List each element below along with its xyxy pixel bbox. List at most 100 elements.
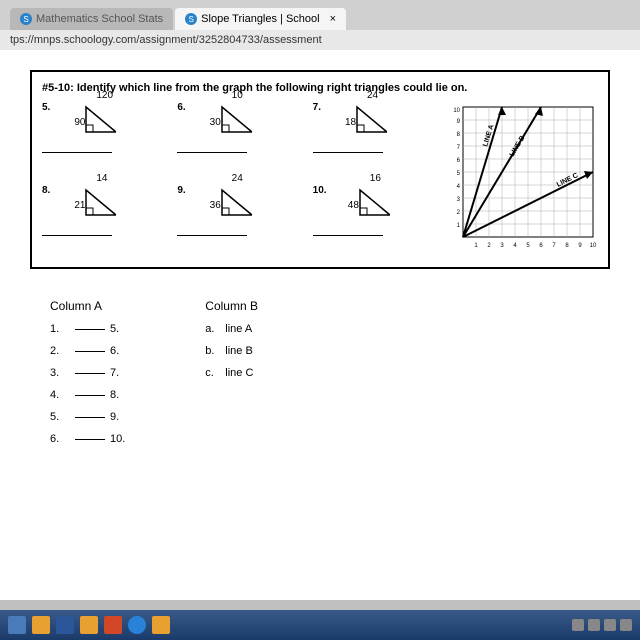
answer-line[interactable] xyxy=(177,152,247,153)
problem-10: 10. 16 48 xyxy=(313,185,433,258)
tri-left: 21 xyxy=(74,200,85,211)
blank-input[interactable] xyxy=(75,373,105,374)
folder-icon[interactable] xyxy=(32,616,50,634)
tri-top: 10 xyxy=(232,90,243,101)
svg-text:1: 1 xyxy=(457,223,461,229)
blank-input[interactable] xyxy=(75,417,105,418)
tray-icon[interactable] xyxy=(572,619,584,631)
system-tray xyxy=(572,619,632,631)
answer-line[interactable] xyxy=(42,235,112,236)
problem-7: 7. 24 18 xyxy=(313,102,433,175)
svg-text:3: 3 xyxy=(457,197,461,203)
tri-left: 36 xyxy=(210,200,221,211)
tri-left: 48 xyxy=(348,200,359,211)
problem-num: 10. xyxy=(313,185,327,228)
match-row: 4.8. xyxy=(50,389,125,401)
tri-top: 16 xyxy=(370,173,381,184)
match-row: 3.7. xyxy=(50,367,125,379)
problem-box: #5-10: Identify which line from the grap… xyxy=(30,70,610,269)
svg-text:8: 8 xyxy=(457,132,461,138)
svg-text:9: 9 xyxy=(457,119,461,125)
svg-text:1: 1 xyxy=(474,243,478,249)
answer-line[interactable] xyxy=(42,152,112,153)
problem-num: 5. xyxy=(42,102,50,145)
tri-top: 120 xyxy=(96,90,113,101)
svg-text:7: 7 xyxy=(552,243,556,249)
page-content: #5-10: Identify which line from the grap… xyxy=(0,50,640,600)
coordinate-graph: LINE A LINE B LINE C 12345678910 1234567… xyxy=(448,102,598,252)
tri-top: 14 xyxy=(96,173,107,184)
close-icon[interactable]: × xyxy=(330,13,336,25)
problem-num: 9. xyxy=(177,185,185,228)
url-text: tps://mnps.schoology.com/assignment/3252… xyxy=(10,34,322,46)
tab-active-label: Slope Triangles | School xyxy=(201,13,319,25)
ie-icon[interactable] xyxy=(128,616,146,634)
schoology-icon: S xyxy=(185,13,197,25)
column-b: Column B a.line A b.line B c.line C xyxy=(205,299,258,455)
schoology-icon: S xyxy=(20,13,32,25)
svg-text:8: 8 xyxy=(565,243,569,249)
tray-icon[interactable] xyxy=(620,619,632,631)
option-row: b.line B xyxy=(205,345,258,357)
option-row: c.line C xyxy=(205,367,258,379)
match-row: 6.10. xyxy=(50,433,125,445)
svg-text:6: 6 xyxy=(539,243,543,249)
svg-text:10: 10 xyxy=(590,243,597,249)
explorer-icon[interactable] xyxy=(80,616,98,634)
svg-text:10: 10 xyxy=(453,108,460,114)
option-row: a.line A xyxy=(205,323,258,335)
svg-text:6: 6 xyxy=(457,158,461,164)
svg-text:4: 4 xyxy=(513,243,517,249)
problem-num: 6. xyxy=(177,102,185,145)
tab-inactive[interactable]: S Mathematics School Stats xyxy=(10,8,173,30)
tri-left: 30 xyxy=(210,117,221,128)
svg-text:7: 7 xyxy=(457,145,461,151)
tab-active[interactable]: S Slope Triangles | School × xyxy=(175,8,346,30)
problem-num: 8. xyxy=(42,185,50,228)
svg-text:3: 3 xyxy=(500,243,504,249)
col-a-header: Column A xyxy=(50,299,125,313)
match-row: 2.6. xyxy=(50,345,125,357)
col-b-header: Column B xyxy=(205,299,258,313)
problem-num: 7. xyxy=(313,102,321,145)
svg-text:5: 5 xyxy=(457,171,461,177)
svg-text:2: 2 xyxy=(457,210,461,216)
url-bar[interactable]: tps://mnps.schoology.com/assignment/3252… xyxy=(0,30,640,50)
answer-line[interactable] xyxy=(313,152,383,153)
blank-input[interactable] xyxy=(75,439,105,440)
problem-title: #5-10: Identify which line from the grap… xyxy=(42,82,598,94)
start-icon[interactable] xyxy=(8,616,26,634)
svg-text:5: 5 xyxy=(526,243,530,249)
problems-wrap: 5. 120 90 6. 10 30 xyxy=(42,102,598,257)
svg-text:4: 4 xyxy=(457,184,461,190)
matching-columns: Column A 1.5. 2.6. 3.7. 4.8. 5.9. 6.10. … xyxy=(30,299,610,455)
browser-tabs: S Mathematics School Stats S Slope Trian… xyxy=(0,0,640,30)
triangles-grid: 5. 120 90 6. 10 30 xyxy=(42,102,433,257)
blank-input[interactable] xyxy=(75,395,105,396)
powerpoint-icon[interactable] xyxy=(104,616,122,634)
graph-box: LINE A LINE B LINE C 12345678910 1234567… xyxy=(448,102,598,257)
blank-input[interactable] xyxy=(75,329,105,330)
tri-left: 90 xyxy=(74,117,85,128)
tab-inactive-label: Mathematics School Stats xyxy=(36,13,163,25)
tri-top: 24 xyxy=(232,173,243,184)
taskbar xyxy=(0,610,640,640)
problem-6: 6. 10 30 xyxy=(177,102,297,175)
answer-line[interactable] xyxy=(313,235,383,236)
files-icon[interactable] xyxy=(152,616,170,634)
match-row: 1.5. xyxy=(50,323,125,335)
tray-icon[interactable] xyxy=(588,619,600,631)
word-icon[interactable] xyxy=(56,616,74,634)
tray-icon[interactable] xyxy=(604,619,616,631)
answer-line[interactable] xyxy=(177,235,247,236)
blank-input[interactable] xyxy=(75,351,105,352)
problem-5: 5. 120 90 xyxy=(42,102,162,175)
svg-text:9: 9 xyxy=(578,243,582,249)
tri-top: 24 xyxy=(367,90,378,101)
match-row: 5.9. xyxy=(50,411,125,423)
problem-9: 9. 24 36 xyxy=(177,185,297,258)
tri-left: 18 xyxy=(345,117,356,128)
problem-8: 8. 14 21 xyxy=(42,185,162,258)
column-a: Column A 1.5. 2.6. 3.7. 4.8. 5.9. 6.10. xyxy=(50,299,125,455)
svg-text:2: 2 xyxy=(487,243,491,249)
